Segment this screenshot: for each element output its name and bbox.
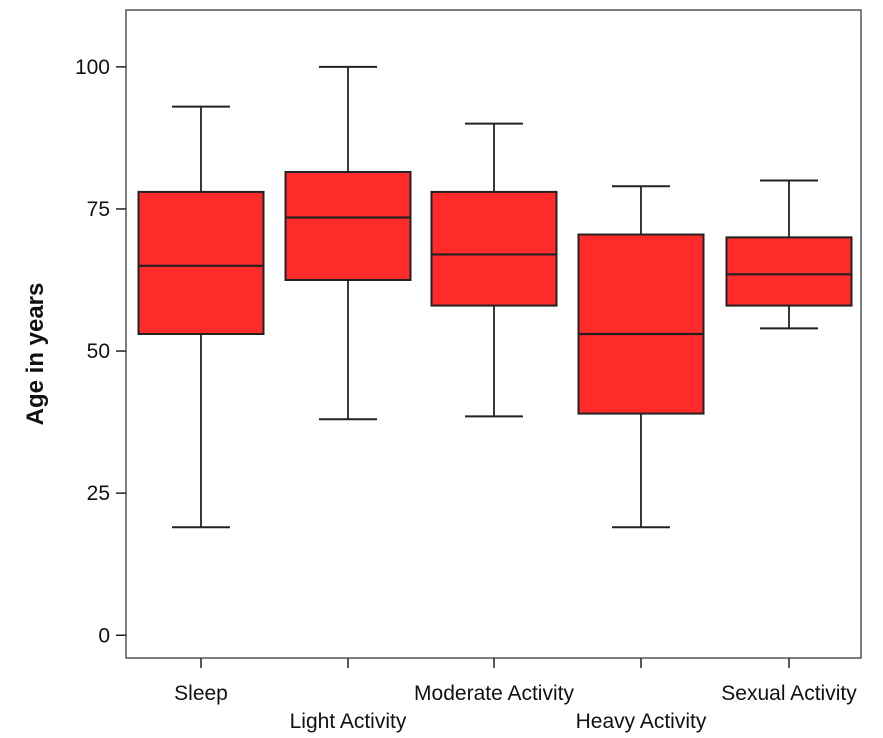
y-tick-label: 25 [87, 482, 110, 505]
y-tick-label: 50 [87, 340, 110, 363]
y-tick-label: 100 [75, 56, 110, 79]
box-heavy-activity [577, 185, 705, 529]
iqr-box [430, 190, 558, 307]
x-tick-label: Sexual Activity [721, 682, 857, 705]
box-sleep [137, 105, 265, 529]
iqr-box [577, 233, 705, 415]
x-axis: Sleep Light Activity Moderate ActivityHeav… [174, 658, 857, 733]
box-sexual-activity [725, 179, 853, 330]
box-light-activity [284, 65, 412, 421]
y-axis-label: Age in years [22, 283, 49, 426]
iqr-box [284, 171, 412, 281]
x-tick-label: Sleep [174, 682, 228, 705]
y-tick-label: 75 [87, 198, 110, 221]
box-moderate-activity [430, 122, 558, 418]
y-axis: 0 25 50 75 100 [75, 56, 126, 647]
iqr-box [725, 236, 853, 307]
x-tick-label: Moderate Activity [414, 682, 574, 705]
iqr-box [137, 190, 265, 335]
x-tick-label: Light Activity [290, 710, 407, 733]
boxes-layer [137, 65, 853, 529]
y-tick-label: 0 [98, 624, 110, 647]
x-tick-label: Heavy Activity [576, 710, 707, 733]
